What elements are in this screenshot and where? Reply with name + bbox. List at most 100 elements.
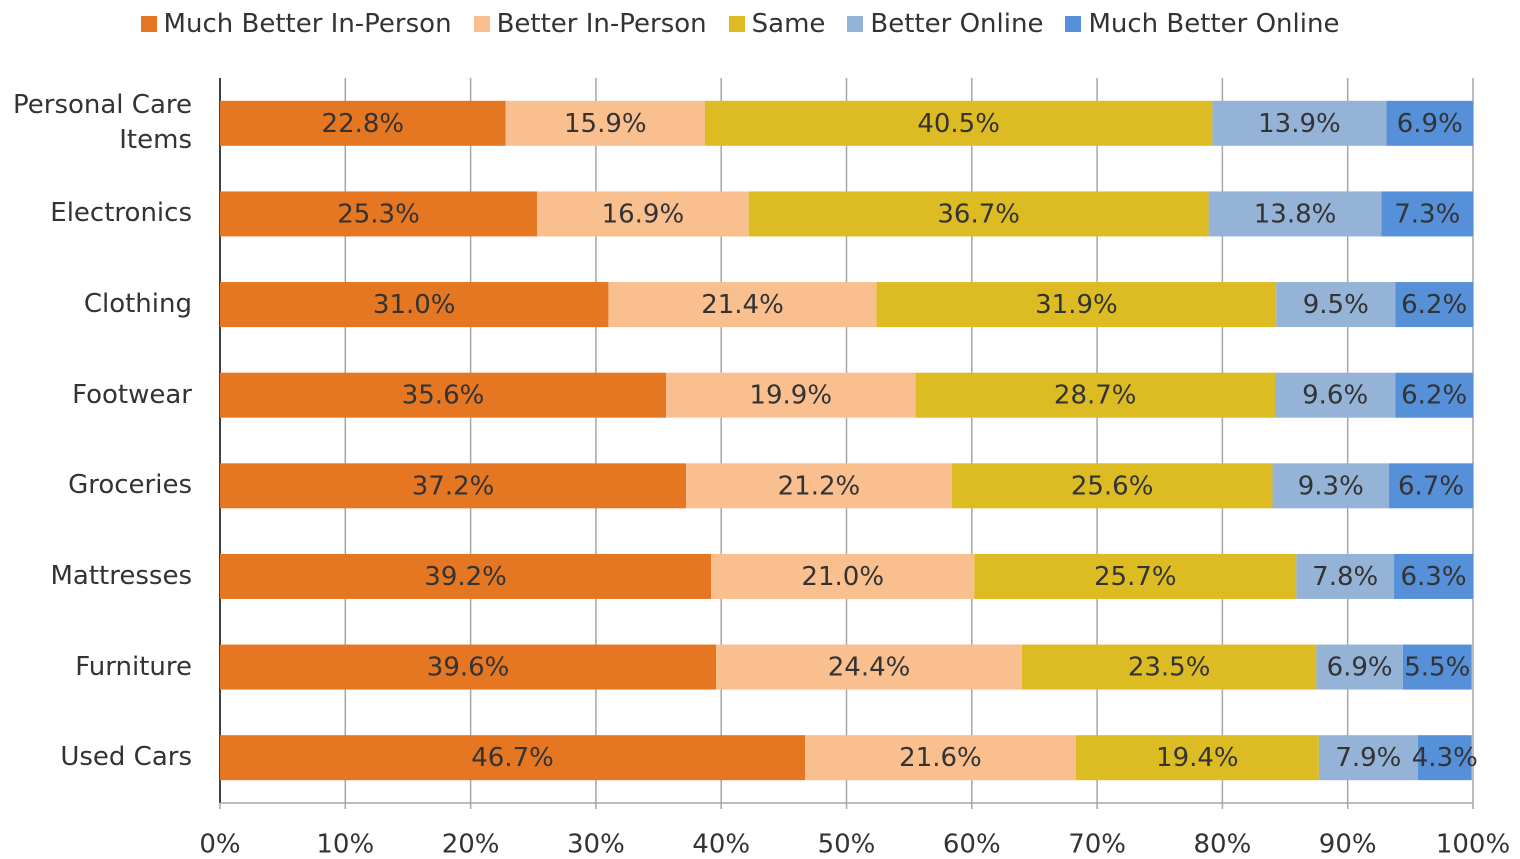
data-label: 6.9% <box>1327 653 1393 683</box>
data-label: 31.9% <box>1035 290 1118 320</box>
x-tick-label: 10% <box>316 830 374 859</box>
bar-segment <box>1389 463 1473 509</box>
x-tick-label: 40% <box>692 830 750 859</box>
bar-segment <box>1272 463 1390 509</box>
x-tick-label: 50% <box>818 830 876 859</box>
bar-segment <box>711 553 975 599</box>
legend-label: Much Better Online <box>1088 9 1340 39</box>
bar-segment <box>1381 191 1473 237</box>
bar-segment <box>537 191 749 237</box>
bar-segment <box>1276 282 1396 328</box>
bar-segment <box>1212 100 1387 146</box>
bar-segment <box>1208 191 1382 237</box>
x-tick-label: 80% <box>1194 830 1252 859</box>
data-label: 7.3% <box>1394 199 1460 229</box>
x-tick-label: 0% <box>199 830 240 859</box>
bar-segment <box>1296 553 1395 599</box>
data-label: 24.4% <box>828 653 911 683</box>
data-label: 31.0% <box>373 290 456 320</box>
data-label: 13.9% <box>1258 109 1341 139</box>
data-label: 35.6% <box>402 381 485 411</box>
bar-segment <box>1395 282 1473 328</box>
category-label: Used Cars <box>60 742 192 773</box>
legend-label: Much Better In-Person <box>163 9 452 39</box>
bar-segment <box>951 463 1273 509</box>
bar-segment <box>805 735 1076 781</box>
bar-segment <box>220 282 609 328</box>
x-tick-label: 60% <box>943 830 1001 859</box>
data-label: 13.8% <box>1254 199 1337 229</box>
data-label: 22.8% <box>322 109 405 139</box>
bar-segment <box>220 735 806 781</box>
bar-segment <box>1316 644 1403 690</box>
x-tick-label: 90% <box>1319 830 1377 859</box>
data-label: 9.5% <box>1303 290 1369 320</box>
data-label: 19.4% <box>1156 743 1239 773</box>
data-label: 7.9% <box>1335 743 1401 773</box>
bar-segment <box>220 644 717 690</box>
data-label: 25.3% <box>337 199 420 229</box>
category-label: Electronics <box>50 198 192 229</box>
bar-segment <box>220 553 712 599</box>
bar-segment <box>1021 644 1317 690</box>
bar-segment <box>1402 644 1472 690</box>
legend-swatch <box>473 16 490 32</box>
data-label: 16.9% <box>602 199 685 229</box>
legend-swatch <box>140 16 157 32</box>
bar-segment <box>1395 372 1473 418</box>
bar-segment <box>876 282 1277 328</box>
bar-segment <box>974 553 1297 599</box>
bar-segment <box>716 644 1022 690</box>
x-tick-label: 70% <box>1068 830 1126 859</box>
category-label: Footwear <box>72 379 192 410</box>
category-label: Groceries <box>68 470 192 501</box>
data-label: 28.7% <box>1054 381 1137 411</box>
data-label: 25.7% <box>1094 562 1177 592</box>
bar-segment <box>608 282 877 328</box>
legend-item: Much Better In-Person <box>140 9 452 39</box>
data-label: 40.5% <box>917 109 1000 139</box>
category-label: Personal Care Items <box>13 90 192 156</box>
data-label: 21.0% <box>801 562 884 592</box>
bar-segment <box>1275 372 1396 418</box>
legend: Much Better In-Person Better In-Person Sam… <box>0 4 1520 44</box>
data-label: 21.4% <box>701 290 784 320</box>
bar-segment <box>748 191 1209 237</box>
data-label: 9.3% <box>1298 471 1364 501</box>
data-label: 4.3% <box>1412 743 1478 773</box>
data-label: 39.2% <box>424 562 507 592</box>
bar-segment <box>220 191 538 237</box>
data-label: 7.8% <box>1312 562 1378 592</box>
bar-segment <box>686 463 952 509</box>
bar-segment <box>1075 735 1319 781</box>
data-label: 19.9% <box>749 381 832 411</box>
bar-segment <box>666 372 916 418</box>
legend-swatch <box>847 16 864 32</box>
data-label: 5.5% <box>1404 653 1470 683</box>
category-label: Furniture <box>75 651 192 682</box>
legend-swatch <box>728 16 745 32</box>
bar-segment <box>704 100 1213 146</box>
data-label: 36.7% <box>937 199 1020 229</box>
bar-segment <box>505 100 705 146</box>
category-label: Mattresses <box>50 560 192 591</box>
bar-segment <box>220 372 667 418</box>
data-label: 6.7% <box>1398 471 1464 501</box>
data-label: 23.5% <box>1128 653 1211 683</box>
data-label: 37.2% <box>412 471 495 501</box>
legend-swatch <box>1065 16 1082 32</box>
legend-label: Better Online <box>870 9 1044 39</box>
data-label: 39.6% <box>427 653 510 683</box>
data-label: 6.2% <box>1401 381 1467 411</box>
legend-label: Same <box>751 9 826 39</box>
bar-segment <box>1394 553 1473 599</box>
legend-item: Better Online <box>847 9 1043 39</box>
legend-item: Much Better Online <box>1065 9 1339 39</box>
data-label: 25.6% <box>1071 471 1154 501</box>
bar-segment <box>915 372 1276 418</box>
data-label: 21.2% <box>778 471 861 501</box>
bar-segment <box>220 100 506 146</box>
legend-item: Better In-Person <box>473 9 707 39</box>
